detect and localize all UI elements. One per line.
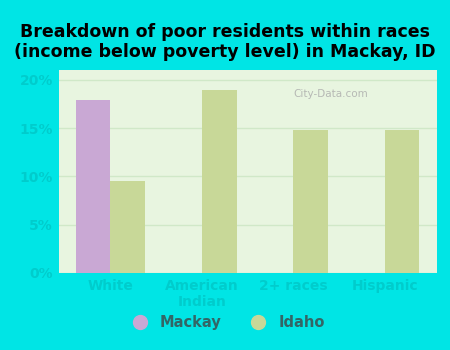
- Bar: [110, 181, 145, 273]
- Legend: Mackay, Idaho: Mackay, Idaho: [119, 309, 331, 336]
- Text: Breakdown of poor residents within races
(income below poverty level) in Mackay,: Breakdown of poor residents within races…: [14, 23, 436, 61]
- Bar: [76, 100, 110, 273]
- Text: City-Data.com: City-Data.com: [293, 89, 368, 99]
- Bar: [202, 90, 237, 273]
- Bar: [293, 130, 328, 273]
- Bar: [385, 130, 419, 273]
